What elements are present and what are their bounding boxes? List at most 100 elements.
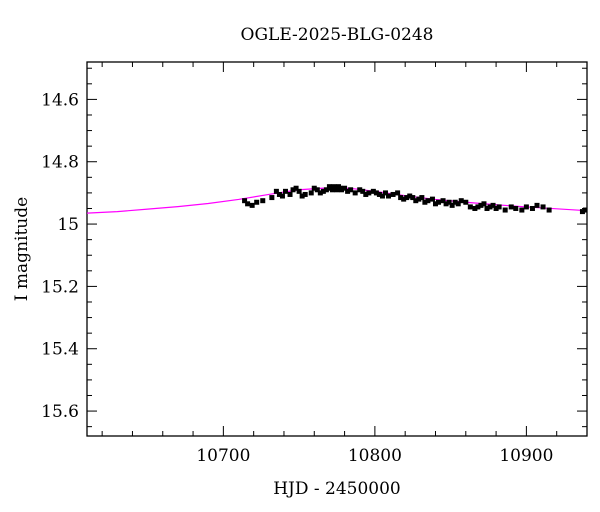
data-point (582, 207, 587, 213)
data-point-marker (407, 193, 413, 199)
x-tick-label: 10900 (499, 446, 553, 466)
data-point (446, 199, 452, 205)
data-point-marker (458, 198, 464, 204)
data-point-marker (534, 202, 540, 208)
plot-area: 10700 10800 10900 14.6 14.8 15 15.2 15.4 15.6 (41, 61, 588, 466)
data-point-marker (467, 204, 473, 210)
data-point-marker (484, 205, 490, 211)
data-point (311, 185, 317, 191)
data-point-marker (419, 195, 425, 201)
data-point-marker (357, 187, 363, 193)
data-point (440, 198, 446, 204)
data-point (366, 190, 372, 196)
data-point (308, 190, 314, 196)
data-point-marker (513, 205, 519, 211)
data-point-marker (540, 204, 546, 210)
y-tick-label: 15.2 (41, 277, 79, 297)
data-point (534, 202, 540, 208)
y-tick-label: 15.4 (41, 340, 79, 360)
data-point (348, 187, 354, 193)
data-point (273, 188, 279, 194)
data-point (296, 188, 302, 194)
data-point-marker (422, 199, 428, 205)
data-point (339, 187, 345, 193)
data-point (242, 198, 248, 204)
data-point (413, 198, 419, 204)
data-point (513, 205, 519, 211)
data-point (260, 198, 266, 204)
data-point-marker (302, 191, 308, 197)
data-point (363, 191, 369, 197)
data-point-marker (490, 202, 496, 208)
data-point-marker (342, 185, 348, 191)
data-point-marker (245, 201, 251, 207)
data-point-marker (260, 198, 266, 204)
data-point-marker (376, 191, 382, 197)
data-point (382, 190, 388, 196)
data-point-marker (290, 187, 296, 193)
data-point-marker (345, 188, 351, 194)
data-point-marker (579, 209, 585, 215)
data-point-marker (523, 204, 529, 210)
data-point (502, 207, 508, 213)
data-point (282, 188, 288, 194)
data-point (279, 193, 285, 199)
data-point-marker (496, 204, 502, 210)
data-point-marker (401, 196, 407, 202)
data-point-marker (425, 198, 431, 204)
data-point-marker (493, 205, 499, 211)
data-point (254, 199, 260, 205)
data-point-marker (296, 188, 302, 194)
data-point (407, 193, 413, 199)
data-point-marker (273, 188, 279, 194)
data-point-marker (463, 199, 469, 205)
data-point-marker (436, 199, 442, 205)
data-point (317, 190, 323, 196)
y-axis-label: I magnitude (12, 197, 32, 301)
data-point (523, 204, 529, 210)
data-point (290, 187, 296, 193)
data-point-marker (446, 199, 452, 205)
data-point-marker (320, 188, 326, 194)
data-point (490, 202, 496, 208)
data-point-marker (416, 196, 422, 202)
data-point (398, 195, 404, 201)
data-point-marker (487, 204, 493, 210)
data-point-marker (334, 187, 340, 193)
data-point-marker (413, 198, 419, 204)
data-point (404, 195, 410, 201)
data-point-marker (582, 207, 587, 213)
data-point (360, 188, 366, 194)
data-point-marker (370, 188, 376, 194)
data-point (475, 204, 481, 210)
data-point (508, 204, 514, 210)
y-tick-label: 14.8 (41, 153, 79, 173)
data-point (449, 202, 455, 208)
data-point-marker (276, 191, 282, 197)
data-point (302, 191, 308, 197)
data-point-marker (287, 191, 293, 197)
data-point-marker (529, 205, 535, 211)
data-point (529, 205, 535, 211)
data-point-marker (279, 193, 285, 199)
data-point-marker (440, 198, 446, 204)
data-point-marker (348, 187, 354, 193)
data-point-marker (429, 196, 435, 202)
data-point-marker (475, 204, 481, 210)
data-point (386, 193, 392, 199)
data-point-marker (449, 202, 455, 208)
data-point-marker (432, 201, 438, 207)
data-point (299, 193, 305, 199)
data-point (245, 201, 251, 207)
data-point (376, 191, 382, 197)
data-point (249, 202, 255, 208)
data-point (478, 202, 484, 208)
data-point (373, 190, 379, 196)
data-point-marker (249, 202, 255, 208)
data-point-marker (352, 190, 358, 196)
data-point (314, 187, 320, 193)
data-point (379, 193, 385, 199)
data-point-marker (478, 202, 484, 208)
data-point-marker (323, 187, 329, 193)
